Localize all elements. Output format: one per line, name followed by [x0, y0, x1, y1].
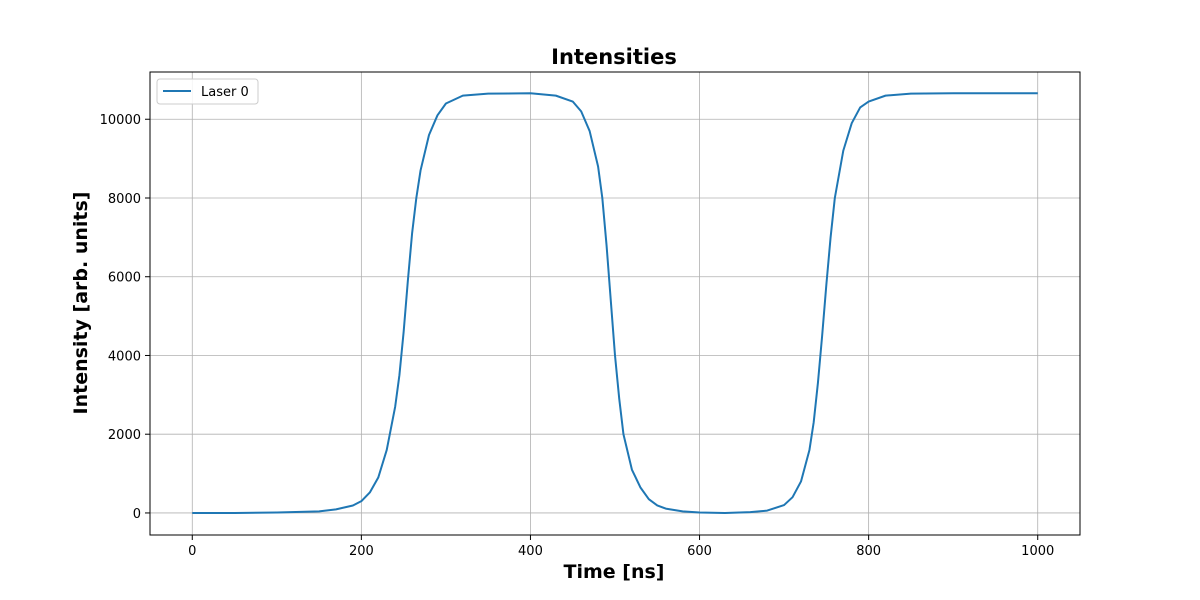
x-tick-label: 800: [856, 544, 881, 559]
chart-title: Intensities: [551, 45, 677, 69]
x-axis-ticks: 0 200 400 600 800 1000: [188, 535, 1054, 559]
series-layer: [192, 92, 1038, 514]
legend-box: [156, 78, 259, 105]
x-tick-label: 400: [518, 544, 543, 559]
grid: [150, 72, 1080, 535]
legend: Laser 0: [156, 78, 259, 105]
y-tick-label: 0: [133, 507, 141, 522]
x-tick-label: 200: [349, 544, 374, 559]
x-tick-label: 0: [188, 544, 196, 559]
y-tick-label: 8000: [108, 192, 141, 207]
y-axis-label: Intensity [arb. units]: [70, 192, 92, 415]
y-tick-label: 10000: [100, 113, 141, 128]
y-tick-label: 2000: [108, 428, 141, 443]
y-tick-label: 6000: [108, 271, 141, 286]
x-tick-label: 600: [687, 544, 712, 559]
y-axis-ticks: 0 2000 4000 6000 8000 10000: [100, 113, 150, 522]
legend-label: Laser 0: [201, 85, 249, 100]
series-line-0: [192, 92, 1038, 514]
plot-frame: [149, 71, 1081, 536]
x-tick-label: 1000: [1021, 544, 1054, 559]
x-axis-label: Time [ns]: [564, 561, 665, 583]
y-tick-label: 4000: [108, 349, 141, 364]
